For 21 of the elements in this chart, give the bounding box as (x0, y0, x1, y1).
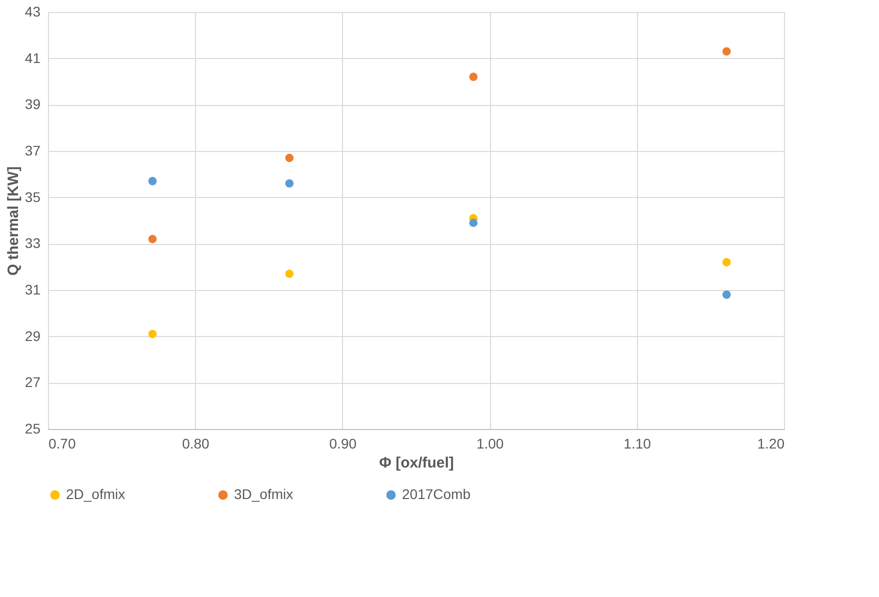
y-tick-label: 37 (24, 142, 41, 158)
y-tick-label: 25 (24, 420, 41, 436)
y-tick-label: 39 (24, 96, 41, 112)
legend-label: 3D_ofmix (234, 486, 294, 502)
y-tick-label: 33 (24, 235, 41, 252)
y-tick-label: 29 (24, 328, 41, 344)
x-tick-label: 0.90 (329, 436, 357, 452)
legend-label: 2D_ofmix (66, 486, 126, 502)
y-axis-title: Q thermal [KW] (4, 166, 22, 276)
x-tick-label: 1.00 (476, 436, 504, 452)
x-tick-label: 1.10 (624, 436, 652, 452)
y-tick-label: 41 (24, 50, 41, 66)
y-tick-label: 31 (24, 282, 41, 298)
y-tick-label: 43 (24, 4, 41, 20)
legend-label: 2017Comb (402, 486, 471, 502)
x-tick-label: 0.70 (48, 436, 76, 452)
y-tick-label: 35 (24, 188, 41, 205)
x-axis-title: Φ [ox/fuel] (379, 454, 454, 472)
x-tick-label: 0.80 (182, 436, 210, 452)
x-tick-label: 1.20 (757, 436, 785, 452)
y-tick-label: 27 (24, 374, 41, 390)
